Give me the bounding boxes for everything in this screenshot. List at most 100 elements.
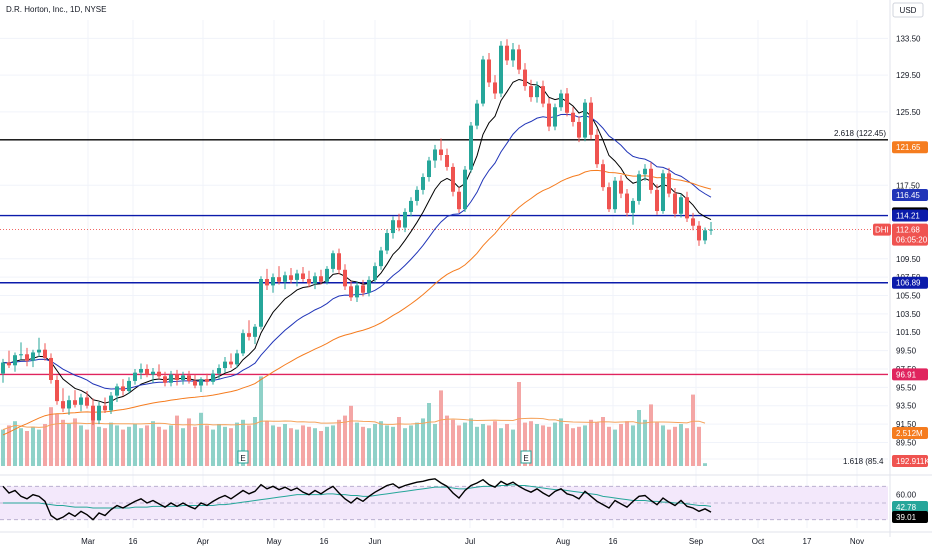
candle xyxy=(523,63,527,91)
candle-body xyxy=(163,376,167,383)
earnings-letter: E xyxy=(240,454,245,463)
volume-bar xyxy=(151,421,155,466)
volume-bar xyxy=(1,429,5,466)
volume-tag: 192.911K xyxy=(892,455,930,467)
price-tag: 106.89 xyxy=(892,276,928,289)
volume-bar xyxy=(103,428,107,466)
volume-bar xyxy=(91,417,95,466)
candle-body xyxy=(181,375,185,380)
candle-body xyxy=(211,373,215,382)
volume-ma-line xyxy=(2,417,706,431)
candle-body xyxy=(637,174,641,201)
candle xyxy=(391,216,395,239)
candle xyxy=(139,363,143,380)
currency-label[interactable]: USD xyxy=(900,6,917,15)
candle xyxy=(301,267,305,282)
price-axis[interactable]: 133.50129.50125.50117.50109.50107.50105.… xyxy=(889,0,921,537)
candle xyxy=(643,164,647,181)
volume-bar xyxy=(547,426,551,466)
volume-bar xyxy=(649,404,653,466)
volume-bar xyxy=(583,425,587,466)
candle-body xyxy=(505,45,509,61)
volume-bar xyxy=(403,428,407,466)
candle-body xyxy=(451,166,455,192)
candle xyxy=(421,173,425,195)
candle xyxy=(199,377,203,392)
tag-bg xyxy=(892,427,928,439)
candle xyxy=(367,276,371,297)
currency-button[interactable]: USD xyxy=(892,2,924,18)
candle-body xyxy=(301,273,305,279)
volume-bar xyxy=(445,415,449,466)
candle-body xyxy=(463,169,467,210)
volume-bar xyxy=(379,421,383,466)
candle-body xyxy=(307,278,311,284)
candle-body xyxy=(1,362,5,374)
candle-body xyxy=(457,191,461,210)
candle xyxy=(529,79,533,102)
volume-bar xyxy=(625,421,629,466)
tag-bg xyxy=(892,276,928,289)
volume-bar xyxy=(409,425,413,466)
candlesticks xyxy=(1,39,713,425)
volume-bar xyxy=(589,419,593,466)
candle-body xyxy=(193,380,197,386)
candle xyxy=(277,266,281,285)
volume-bar xyxy=(49,407,53,466)
candle-body xyxy=(67,400,71,409)
volume-bar xyxy=(355,422,359,466)
candle xyxy=(493,75,497,99)
candle xyxy=(229,353,233,369)
candle-body xyxy=(109,395,113,411)
volume-bar xyxy=(211,429,215,466)
candle-body xyxy=(43,349,47,358)
tag-label: 121.65 xyxy=(896,143,921,152)
candle xyxy=(43,343,47,361)
price-tags: 121.65116.45114.44114.21106.8996.91DHI11… xyxy=(873,141,930,523)
earnings-box xyxy=(237,450,249,464)
candle xyxy=(289,267,293,284)
volume-bar xyxy=(559,418,563,466)
volume-bar xyxy=(55,414,59,466)
candle xyxy=(673,188,677,218)
candle-body xyxy=(541,86,545,104)
volume-bar xyxy=(529,421,533,466)
price-tick: 133.50 xyxy=(896,34,921,43)
volume-bar xyxy=(493,421,497,466)
candle-body xyxy=(289,275,293,280)
earnings-letter: E xyxy=(523,454,528,463)
volume-bar xyxy=(577,426,581,466)
candle xyxy=(547,98,551,132)
tag-bg xyxy=(892,209,928,222)
candle-body xyxy=(205,379,209,382)
candle xyxy=(349,280,353,302)
candle xyxy=(169,370,173,387)
volume-bar xyxy=(349,405,353,466)
candle-body xyxy=(187,375,191,381)
candle xyxy=(385,229,389,255)
volume-bar xyxy=(427,403,431,466)
volume-bar xyxy=(235,422,239,466)
symbol-tag-bg xyxy=(873,223,891,236)
candle xyxy=(313,272,317,290)
candle xyxy=(439,138,443,161)
candle-body xyxy=(565,93,569,113)
candle-body xyxy=(709,229,713,231)
candle-body xyxy=(25,354,29,361)
volume-bar xyxy=(145,425,149,466)
candle-body xyxy=(79,397,83,405)
candle-body xyxy=(595,134,599,165)
volume-bar xyxy=(415,422,419,466)
rsi-line xyxy=(2,478,712,521)
volume-bar xyxy=(673,426,677,466)
time-axis[interactable]: Mar 16 Apr May 16 Jun Jul Aug 16 Sep Oct 17 Nov xyxy=(0,531,932,546)
candle-body xyxy=(97,405,101,421)
candle xyxy=(481,55,485,107)
volume-bar xyxy=(661,425,665,466)
rsi-ma-line xyxy=(3,484,712,509)
candle xyxy=(151,368,155,383)
volume-bar xyxy=(217,424,221,466)
volume-bar xyxy=(691,394,695,466)
